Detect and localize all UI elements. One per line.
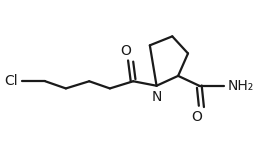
Text: O: O [192,109,203,124]
Text: Cl: Cl [4,74,17,88]
Text: N: N [151,90,162,104]
Text: NH₂: NH₂ [227,79,254,93]
Text: O: O [121,44,132,58]
